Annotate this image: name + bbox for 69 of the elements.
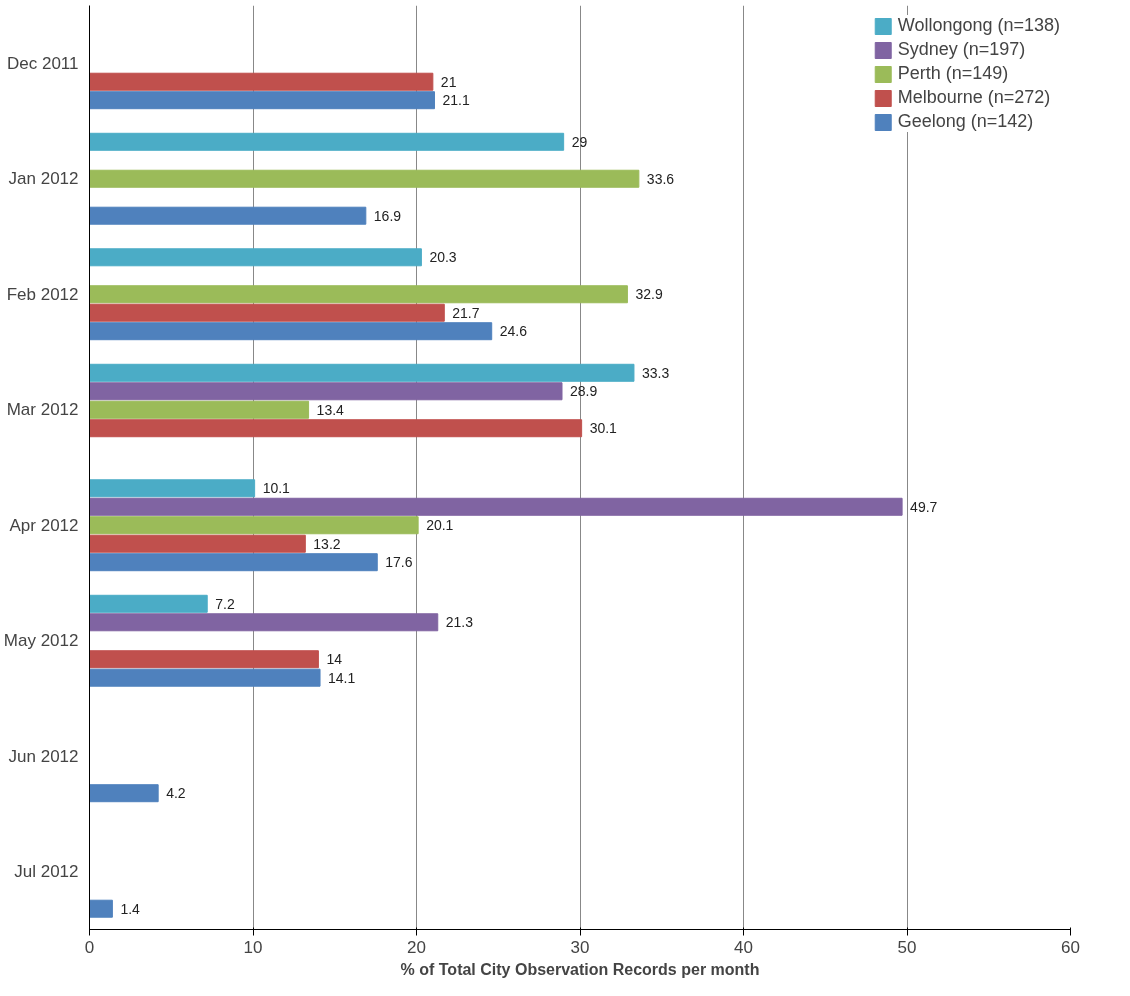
data-label: 28.9 [570, 383, 598, 400]
data-label: 21.3 [445, 614, 474, 631]
bar [89, 419, 583, 438]
data-label: 7.2 [215, 595, 235, 612]
bar [89, 650, 319, 669]
y-tick-label: Jun 2012 [8, 746, 79, 766]
y-tick-label: Dec 2011 [6, 53, 79, 73]
legend-label: Geelong (n=142) [897, 111, 1034, 132]
bar [89, 479, 256, 498]
bar [89, 516, 419, 535]
legend-label: Perth (n=149) [897, 63, 1009, 84]
data-label: 33.3 [641, 364, 670, 381]
y-tick-label: Apr 2012 [9, 515, 79, 535]
data-label: 20.3 [429, 249, 457, 266]
data-label: 14.1 [328, 669, 356, 686]
x-tick-label: 10 [243, 937, 263, 957]
data-label: 16.9 [373, 207, 402, 224]
y-tick-label: Jan 2012 [8, 169, 79, 189]
x-tick-label: 40 [734, 937, 753, 957]
legend-label: Melbourne (n=272) [897, 87, 1051, 108]
y-tick-label: Jul 2012 [14, 862, 79, 882]
data-label: 21.1 [442, 92, 470, 109]
data-label: 13.2 [313, 535, 341, 552]
bar [89, 594, 208, 613]
bar [89, 534, 306, 553]
bar [89, 382, 563, 401]
bar [89, 553, 378, 572]
bar [89, 132, 565, 151]
data-label: 20.1 [426, 517, 454, 534]
bar [89, 248, 422, 267]
x-tick-label: 60 [1061, 937, 1080, 957]
data-label: 30.1 [589, 420, 618, 437]
bar [89, 303, 445, 322]
data-label: 32.9 [635, 286, 663, 303]
bar [89, 613, 439, 632]
x-tick-label: 50 [897, 937, 917, 957]
bar [89, 400, 310, 419]
legend-label: Sydney (n=197) [897, 39, 1026, 60]
x-tick-label: 20 [407, 937, 426, 957]
data-label: 14 [326, 651, 343, 668]
data-label: 49.7 [910, 498, 938, 515]
x-tick-label: 0 [84, 937, 95, 957]
y-tick-label: Mar 2012 [6, 400, 79, 420]
data-label: 1.4 [120, 900, 141, 917]
bar [89, 668, 321, 687]
bar [89, 322, 493, 341]
data-label: 4.2 [166, 785, 186, 802]
bar [89, 91, 435, 110]
y-tick-label: May 2012 [3, 631, 79, 651]
x-axis-title: % of Total City Observation Records per month [400, 960, 760, 978]
data-label: 21 [440, 73, 457, 90]
bar [89, 169, 640, 188]
bar [89, 784, 159, 803]
data-label: 33.6 [646, 170, 675, 187]
data-label: 10.1 [262, 480, 291, 497]
data-label: 17.6 [385, 554, 413, 571]
data-label: 13.4 [316, 401, 345, 418]
bar [89, 72, 434, 91]
x-tick-label: 30 [570, 937, 590, 957]
legend-label: Wollongong (n=138) [897, 15, 1060, 36]
data-label: 24.6 [499, 323, 528, 340]
bar [89, 899, 113, 918]
bar [89, 206, 367, 225]
bar [89, 497, 903, 516]
bar [89, 363, 635, 382]
bar [89, 285, 628, 304]
data-label: 29 [571, 133, 588, 150]
data-label: 21.7 [452, 304, 480, 321]
y-tick-label: Feb 2012 [6, 284, 79, 304]
